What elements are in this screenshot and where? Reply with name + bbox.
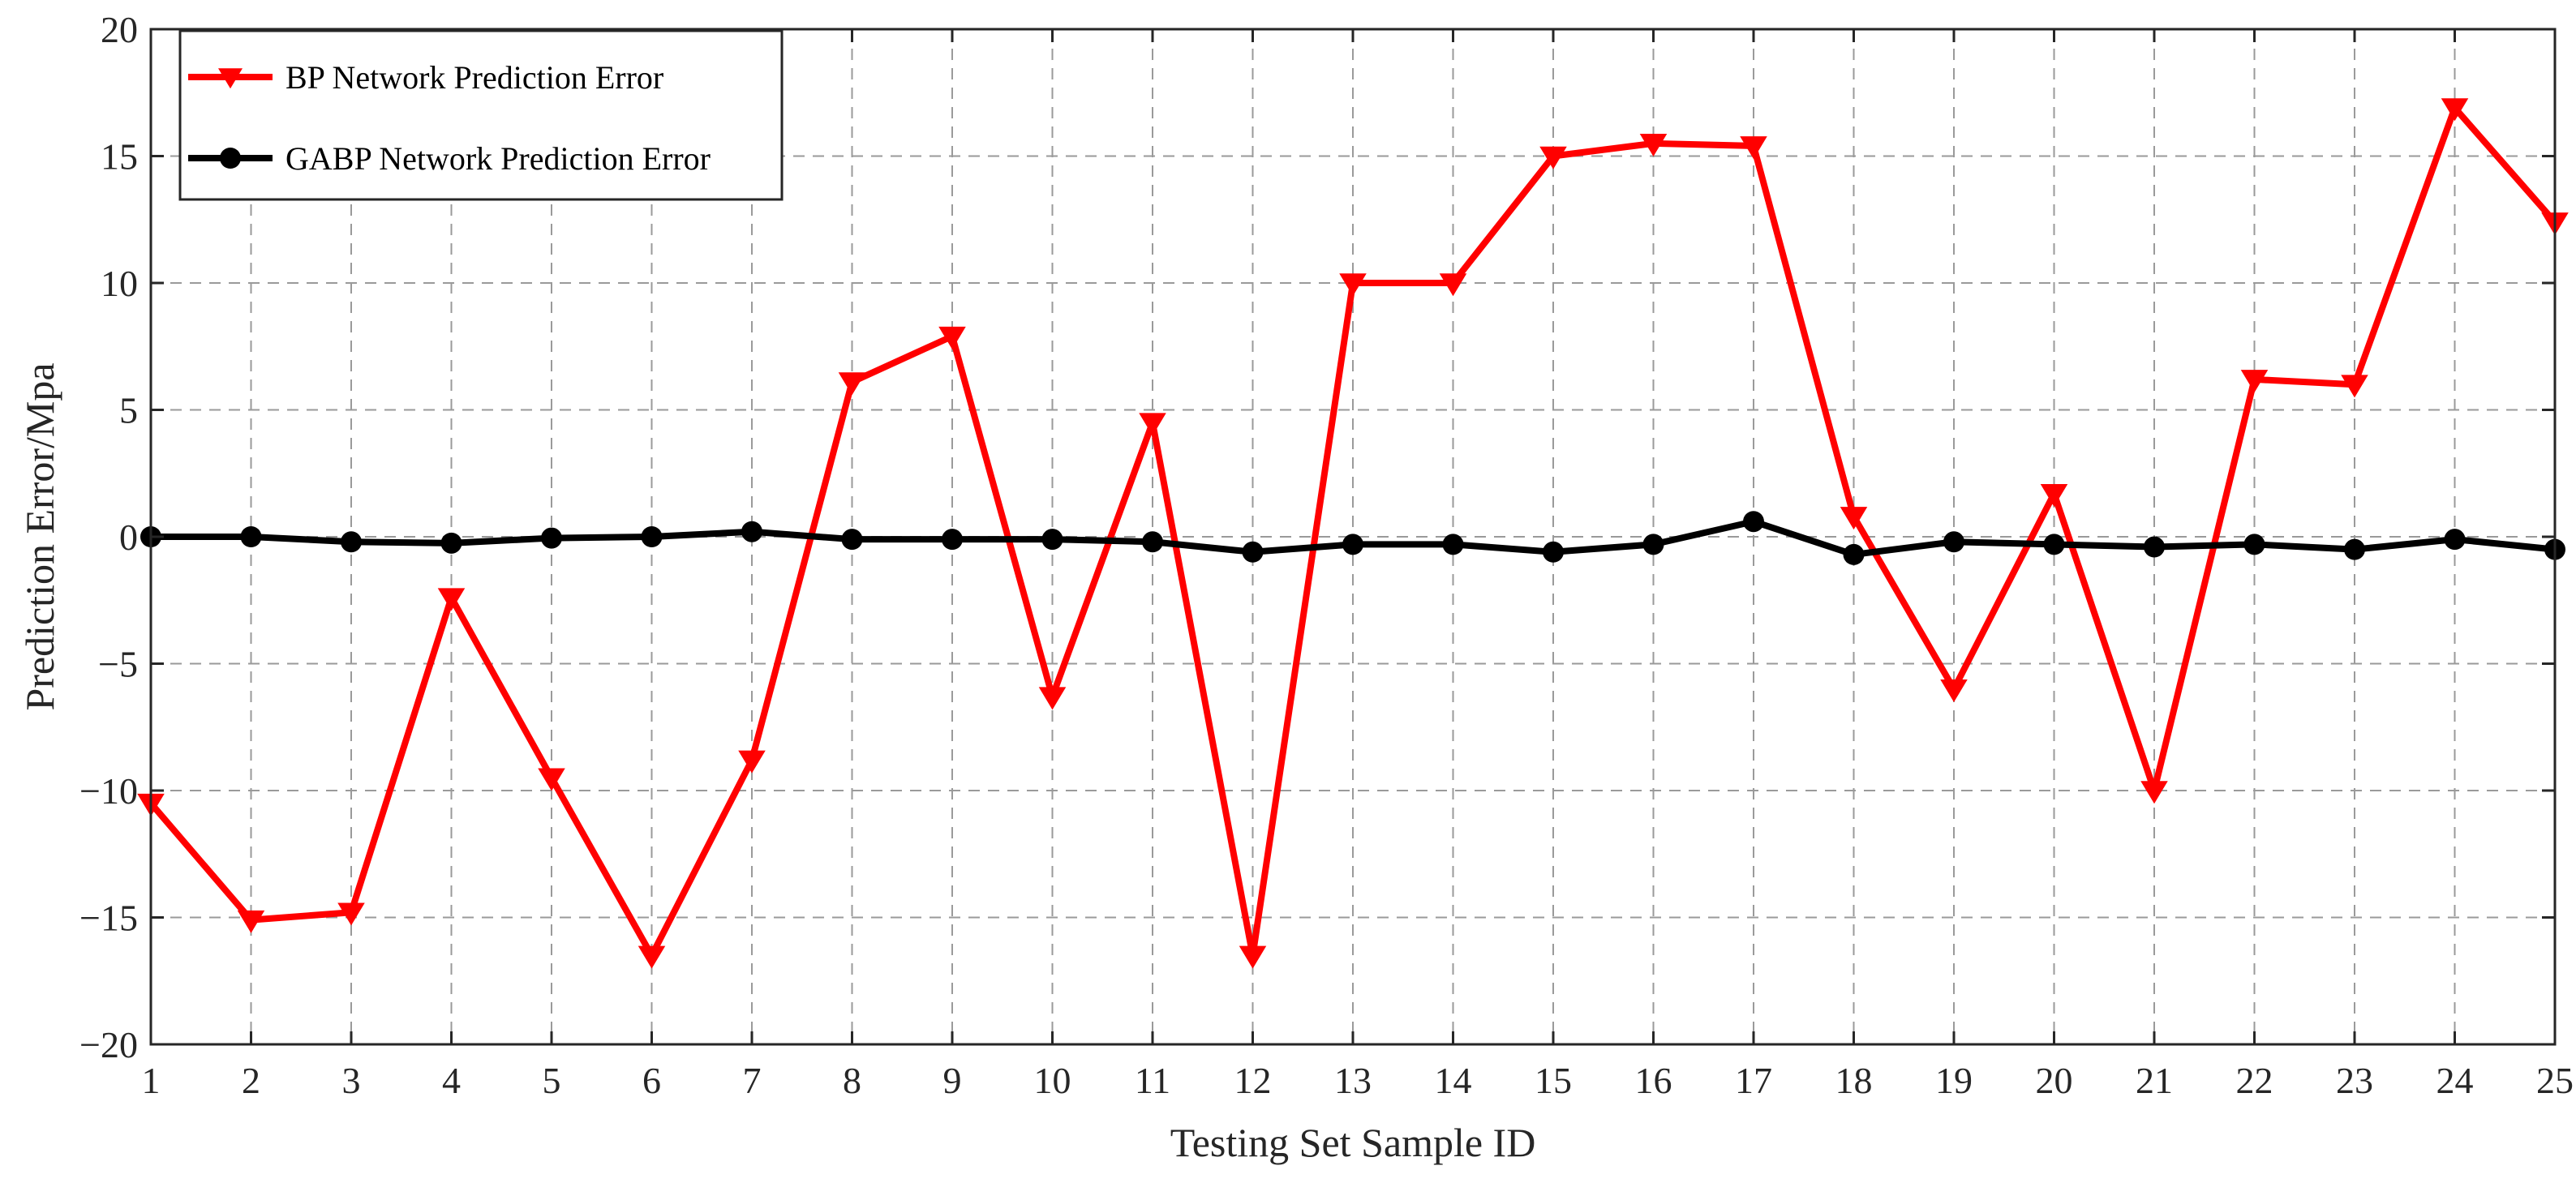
y-tick-label: −15 <box>79 898 138 939</box>
data-point <box>2441 98 2469 122</box>
data-point <box>538 768 565 791</box>
y-tick-label: 5 <box>119 390 138 431</box>
data-point <box>1940 679 1968 702</box>
data-point <box>341 531 362 553</box>
x-tick-label: 5 <box>543 1060 561 1101</box>
data-point <box>240 526 262 547</box>
x-tick-label: 19 <box>1935 1060 1973 1101</box>
data-point <box>1843 543 1865 565</box>
x-tick-label: 10 <box>1034 1060 1071 1101</box>
data-point <box>1439 273 1467 297</box>
legend-entry-bp: BP Network Prediction Error <box>188 59 663 96</box>
x-tick-label: 12 <box>1234 1060 1272 1101</box>
data-point <box>1339 273 1367 297</box>
x-tick-label: 13 <box>1334 1060 1372 1101</box>
x-tick-label: 14 <box>1435 1060 1472 1101</box>
x-tick-label: 6 <box>642 1060 661 1101</box>
data-point <box>1442 534 1464 555</box>
y-tick-label: −20 <box>79 1024 138 1065</box>
data-point <box>237 910 265 933</box>
data-point <box>2040 483 2068 507</box>
data-point <box>1639 134 1668 157</box>
data-point <box>1041 529 1063 551</box>
x-tick-label: 16 <box>1635 1060 1672 1101</box>
x-tick-label: 20 <box>2036 1060 2073 1101</box>
data-point <box>2144 536 2165 558</box>
x-tick-label: 17 <box>1735 1060 1772 1101</box>
x-tick-label: 15 <box>1535 1060 1572 1101</box>
data-point <box>1539 146 1567 169</box>
y-axis-label: Prediction Error/Mpa <box>17 362 62 710</box>
data-point <box>337 902 365 926</box>
data-point <box>2341 375 2368 398</box>
data-point <box>1840 507 1868 530</box>
x-tick-label: 24 <box>2436 1060 2474 1101</box>
data-point <box>1239 945 1267 969</box>
x-tick-label: 25 <box>2536 1060 2574 1101</box>
y-tick-label: 15 <box>101 136 138 178</box>
data-point <box>841 529 863 551</box>
data-point <box>838 372 866 396</box>
data-point <box>2344 538 2365 560</box>
data-point <box>1543 541 1564 563</box>
data-point <box>1242 541 1264 563</box>
x-tick-label: 11 <box>1135 1060 1170 1101</box>
x-tick-label: 22 <box>2236 1060 2273 1101</box>
data-point <box>1142 531 1163 553</box>
legend: BP Network Prediction Error GABP Network… <box>178 29 784 201</box>
data-point <box>738 750 766 774</box>
data-point <box>2243 534 2265 555</box>
data-point <box>741 521 762 542</box>
x-tick-label: 2 <box>242 1060 260 1101</box>
data-point <box>1943 531 1964 553</box>
data-point <box>541 527 562 549</box>
y-tick-label: 0 <box>119 516 138 558</box>
data-point <box>1139 413 1166 436</box>
legend-box <box>178 29 784 201</box>
x-tick-label: 7 <box>743 1060 762 1101</box>
legend-label-bp: BP Network Prediction Error <box>286 59 663 96</box>
y-tick-label: −5 <box>98 644 138 685</box>
series-bp <box>137 98 2569 969</box>
series-gabp <box>140 511 2565 565</box>
x-tick-label: 23 <box>2336 1060 2373 1101</box>
y-tick-label: 20 <box>101 9 138 50</box>
y-tick-label: −10 <box>79 770 138 812</box>
x-tick-label: 1 <box>142 1060 161 1101</box>
data-point <box>437 588 466 611</box>
legend-entry-gabp: GABP Network Prediction Error <box>188 140 711 177</box>
data-point <box>2444 529 2466 551</box>
data-point <box>938 326 966 349</box>
data-point <box>641 526 663 547</box>
data-point <box>942 529 963 551</box>
x-axis-label: Testing Set Sample ID <box>1170 1120 1536 1165</box>
plot-series <box>137 98 2569 969</box>
data-point <box>2043 534 2065 555</box>
x-tick-label: 4 <box>442 1060 461 1101</box>
data-point <box>1038 687 1067 710</box>
data-point <box>1740 136 1767 160</box>
data-point <box>638 945 666 969</box>
x-tick-label: 21 <box>2136 1060 2173 1101</box>
data-point <box>1342 534 1363 555</box>
x-tick-label: 3 <box>342 1060 361 1101</box>
legend-marker-bp <box>218 68 243 89</box>
legend-marker-gabp <box>220 148 241 169</box>
data-point <box>1642 534 1664 555</box>
legend-label-gabp: GABP Network Prediction Error <box>286 140 711 177</box>
data-point <box>1743 511 1764 533</box>
x-tick-label: 18 <box>1835 1060 1873 1101</box>
y-tick-label: 10 <box>101 263 138 304</box>
data-point <box>2240 370 2269 393</box>
data-point <box>440 532 462 554</box>
x-tick-label: 9 <box>943 1060 962 1101</box>
x-tick-label: 8 <box>843 1060 861 1101</box>
data-point <box>2140 781 2168 804</box>
